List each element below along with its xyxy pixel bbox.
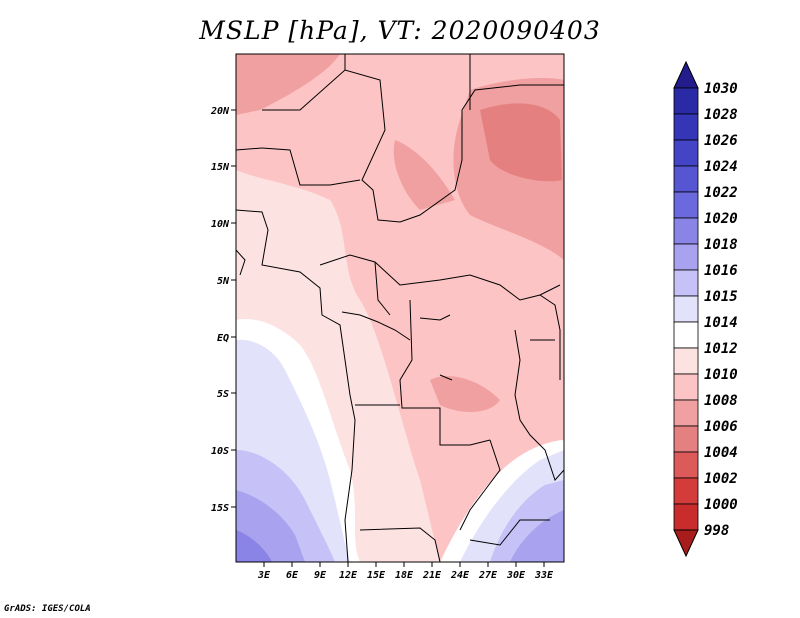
lon-tick-label: 30E: [506, 570, 526, 581]
colorbar-box: [673, 321, 699, 349]
colorbar-box: [673, 165, 699, 193]
lon-tick-label: 24E: [450, 570, 470, 581]
colorbar-box: [673, 269, 699, 297]
colorbar-box: [673, 191, 699, 219]
colorbar-label: 1012: [704, 341, 738, 357]
colorbar-label: 1018: [704, 237, 738, 253]
colorbar-box: [673, 243, 699, 271]
colorbar-box: [673, 399, 699, 427]
map-title: MSLP [hPa], VT: 2020090403: [199, 16, 601, 45]
colorbar-label: 1028: [704, 107, 738, 123]
colorbar-label: 1002: [704, 471, 738, 487]
colorbar-box: [673, 347, 699, 375]
colorbar-bottom-arrow: [673, 529, 699, 558]
colorbar-box: [673, 425, 699, 453]
colorbar-box: [673, 139, 699, 167]
lat-tick-label: 5S: [217, 389, 229, 400]
longitude-labels: 3E 6E 9E 12E 15E 18E 21E 24E 27E 30E 33E: [257, 570, 554, 581]
colorbar-box: [673, 451, 699, 479]
colorbar-label: 1026: [704, 133, 738, 149]
latitude-labels: 20N 15N 10N 5N EQ 5S 10S 15S: [210, 106, 230, 514]
colorbar-box: [673, 113, 699, 141]
colorbar-label: 1024: [704, 159, 738, 175]
colorbar-label: 1020: [704, 211, 738, 227]
lat-tick-label: 20N: [210, 106, 230, 117]
colorbar-box: [673, 295, 699, 323]
lon-tick-label: 18E: [395, 570, 414, 581]
colorbar-label: 1015: [704, 289, 738, 305]
colorbar-box: [673, 503, 699, 531]
lon-tick-label: 21E: [422, 570, 442, 581]
country-borders: [236, 54, 564, 562]
colorbar-label: 1030: [704, 81, 738, 97]
colorbar-box: [673, 477, 699, 505]
lat-tick-label: EQ: [217, 333, 229, 344]
pressure-field: [236, 54, 564, 562]
lon-tick-label: 6E: [286, 570, 299, 581]
colorbar-label: 1022: [704, 185, 738, 201]
lon-tick-label: 12E: [339, 570, 358, 581]
colorbar: 1030 1028 1026 1024 1022 1020 1018 1016 …: [673, 60, 738, 558]
colorbar-label: 1016: [704, 263, 738, 279]
lon-tick-label: 33E: [534, 570, 554, 581]
colorbar-label: 1006: [704, 419, 738, 435]
colorbar-top-arrow: [673, 60, 699, 89]
grads-credit: GrADS: IGES/COLA: [4, 604, 91, 614]
colorbar-box: [673, 217, 699, 245]
map-frame: [235, 53, 565, 563]
lat-tick-label: 5N: [217, 276, 230, 287]
lon-tick-label: 9E: [314, 570, 327, 581]
colorbar-box: [673, 87, 699, 115]
colorbar-label: 1008: [704, 393, 738, 409]
colorbar-label: 1004: [704, 445, 738, 461]
colorbar-label: 1000: [704, 497, 738, 513]
lat-tick-label: 10S: [211, 446, 229, 457]
lon-tick-label: 3E: [257, 570, 271, 581]
lon-tick-label: 15E: [367, 570, 386, 581]
lon-tick-label: 27E: [478, 570, 498, 581]
colorbar-label: 998: [704, 523, 729, 539]
colorbar-box: [673, 373, 699, 401]
lat-tick-label: 15N: [211, 162, 230, 173]
colorbar-label: 1014: [704, 315, 738, 331]
lat-tick-label: 15S: [211, 503, 229, 514]
axis-ticks: [231, 109, 545, 567]
colorbar-label: 1010: [704, 367, 738, 383]
lat-tick-label: 10N: [211, 219, 230, 230]
